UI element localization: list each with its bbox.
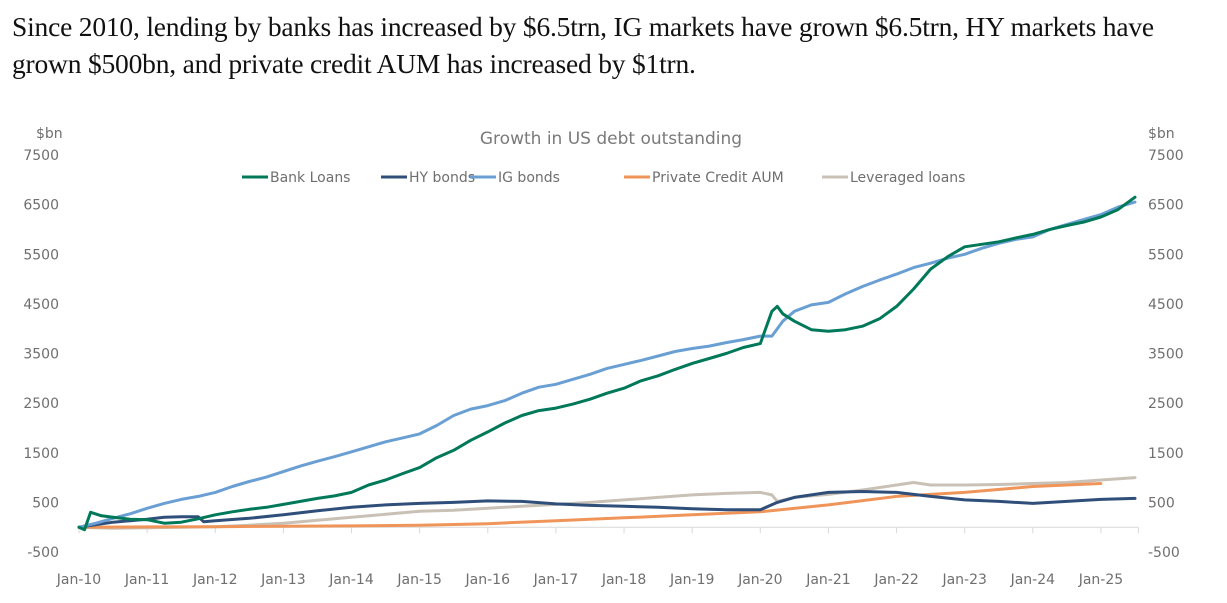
x-tick-label: Jan-15 (396, 572, 441, 588)
legend-item: Leveraged loans (822, 170, 965, 186)
y-tick-label-right: 1500 (1148, 446, 1184, 462)
series-line (77, 476, 1137, 530)
x-tick-label: Jan-17 (533, 572, 578, 588)
x-tick-label: Jan-23 (941, 572, 986, 588)
y-axis-right-label: $bn (1148, 126, 1175, 142)
legend-item: HY bonds (381, 170, 475, 186)
y-tick-label-left: -500 (27, 545, 59, 561)
series-ig-bonds (77, 200, 1137, 529)
series-line (77, 200, 1137, 529)
y-tick-label-left: 1500 (23, 446, 59, 462)
chart-title: Growth in US debt outstanding (480, 129, 742, 149)
series-line (77, 490, 1137, 529)
y-tick-label-left: 2500 (23, 396, 59, 412)
x-tick-label: Jan-22 (873, 572, 918, 588)
legend-item: IG bonds (470, 170, 560, 186)
y-tick-label-left: 500 (32, 495, 59, 511)
x-tick-label: Jan-16 (465, 572, 511, 588)
x-tick-label: Jan-12 (192, 572, 237, 588)
y-tick-label-right: 5500 (1148, 247, 1184, 263)
x-tick-label: Jan-10 (56, 572, 101, 588)
legend-item: Private Credit AUM (624, 170, 784, 186)
legend-label: HY bonds (409, 170, 475, 186)
headline: Since 2010, lending by banks has increas… (12, 11, 1154, 79)
y-axis-left-label: $bn (36, 126, 63, 142)
series-line (77, 195, 1137, 532)
series-leveraged-loans (77, 476, 1137, 530)
y-tick-label-right: 3500 (1148, 347, 1184, 363)
legend: Bank Loans HY bonds IG bonds Private Credit… (242, 170, 965, 186)
series-private-credit-aum (77, 482, 1103, 529)
x-tick-label: Jan-24 (1010, 572, 1056, 588)
x-tick-label: Jan-21 (805, 572, 850, 588)
y-tick-label-right: 500 (1148, 495, 1175, 511)
legend-label: IG bonds (498, 170, 560, 186)
y-tick-label-right: 2500 (1148, 396, 1184, 412)
y-tick-label-right: 4500 (1148, 297, 1184, 313)
legend-item: Bank Loans (242, 170, 350, 186)
x-tick-label: Jan-11 (124, 572, 169, 588)
legend-label: Leveraged loans (850, 170, 965, 186)
y-tick-label-right: 7500 (1148, 148, 1184, 164)
x-tick-label: Jan-13 (260, 572, 305, 588)
x-axis: Jan-10 Jan-11 Jan-12 Jan-13 Jan-14 Jan-15 Jan-… (56, 526, 1139, 588)
legend-label: Bank Loans (270, 170, 350, 186)
y-tick-label-left: 4500 (23, 297, 59, 313)
y-tick-label-left: 7500 (23, 148, 59, 164)
y-tick-label-right: 6500 (1148, 198, 1184, 214)
x-tick-label: Jan-18 (601, 572, 646, 588)
y-tick-label-right: -500 (1148, 545, 1180, 561)
plot-area (77, 195, 1137, 532)
y-axis-right: -500 500 1500 2500 3500 4500 5500 6500 7500 (1148, 148, 1184, 561)
y-tick-label-left: 6500 (23, 198, 59, 214)
x-tick-label: Jan-19 (669, 572, 714, 588)
y-axis-left: -500 500 1500 2500 3500 4500 5500 6500 7500 (23, 148, 59, 561)
legend-label: Private Credit AUM (652, 170, 784, 186)
x-tick-label: Jan-20 (737, 572, 782, 588)
x-tick-label: Jan-14 (328, 572, 374, 588)
x-tick-label: Jan-25 (1078, 572, 1123, 588)
y-tick-label-left: 5500 (23, 247, 59, 263)
y-tick-label-left: 3500 (23, 347, 59, 363)
series-hy-bonds (77, 490, 1137, 529)
series-bank-loans (77, 195, 1137, 532)
series-line (77, 482, 1103, 529)
